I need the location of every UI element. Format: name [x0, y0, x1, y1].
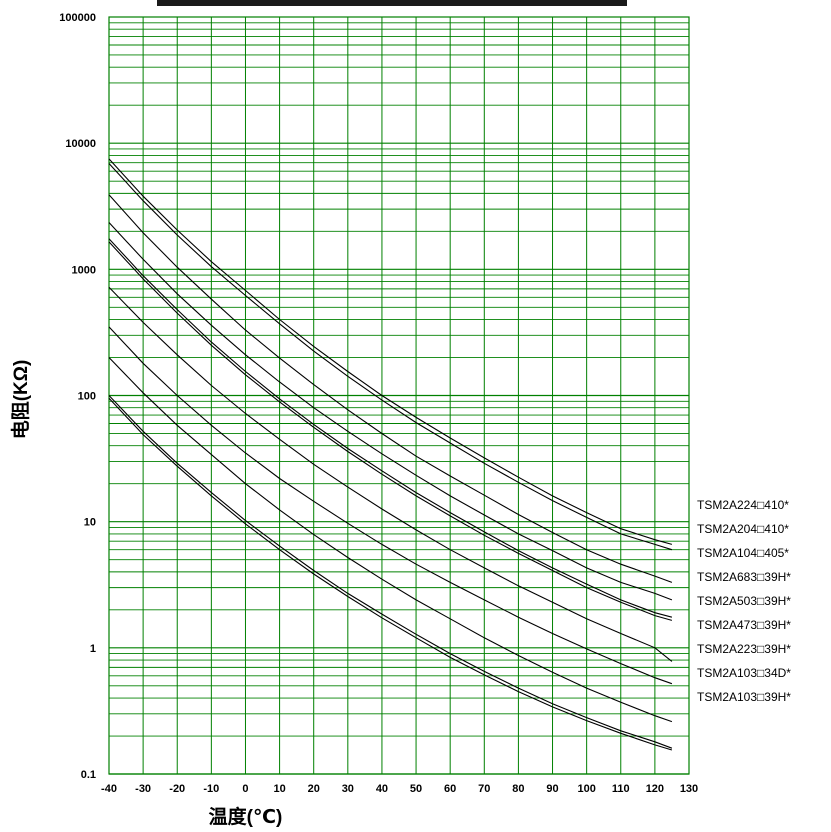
x-tick-label: -30: [135, 783, 151, 795]
series-line-5: [108, 241, 673, 621]
legend-label: TSM2A223□39H*: [697, 642, 791, 656]
series-line-4: [108, 238, 673, 618]
series-lines: [108, 158, 673, 751]
series-line-7: [108, 326, 673, 685]
x-tick-label: 30: [342, 783, 354, 795]
x-tick-label: 10: [273, 783, 285, 795]
x-tick-label: -40: [101, 783, 117, 795]
grid: [108, 17, 690, 775]
legend-label: TSM2A683□39H*: [697, 570, 791, 584]
legend-label: TSM2A473□39H*: [697, 618, 791, 632]
legend-label: TSM2A103□39H*: [697, 690, 791, 704]
x-tick-label: -10: [203, 783, 219, 795]
y-tick-label: 0.1: [81, 769, 96, 781]
x-tick-label: -20: [169, 783, 185, 795]
chart-header-bar: [157, 0, 627, 6]
x-tick-label: 100: [577, 783, 595, 795]
x-tick-label: 20: [308, 783, 320, 795]
y-tick-label: 1: [90, 643, 96, 655]
x-tick-label: 40: [376, 783, 388, 795]
series-line-9: [108, 395, 673, 749]
series-line-1: [108, 163, 673, 551]
series-line-10: [108, 397, 673, 751]
x-tick-label: 110: [612, 783, 630, 795]
x-tick-label: 70: [478, 783, 490, 795]
x-tick-label: 130: [680, 783, 698, 795]
y-axis-title: 电阻(KΩ): [9, 360, 32, 440]
x-tick-label: 50: [410, 783, 422, 795]
x-tick-label: 80: [512, 783, 524, 795]
y-tick-labels: 0.1 1 10 100 1000 10000 100000: [59, 12, 96, 781]
y-tick-label: 100: [78, 391, 96, 403]
legend-label: TSM2A104□405*: [697, 546, 789, 560]
y-tick-label: 100000: [59, 12, 96, 24]
legend-label: TSM2A224□410*: [697, 498, 789, 512]
legend: TSM2A224□410* TSM2A204□410* TSM2A104□405* T…: [697, 498, 791, 704]
legend-label: TSM2A503□39H*: [697, 594, 791, 608]
y-tick-label: 10: [84, 517, 96, 529]
x-tick-label: 60: [444, 783, 456, 795]
series-line-3: [108, 222, 673, 601]
series-line-6: [108, 286, 673, 662]
x-tick-labels: -40 -30 -20 -10 0 10 20 30 40 50 60 70 80 90 100 110 120…: [101, 783, 698, 795]
x-tick-label: 120: [646, 783, 664, 795]
x-tick-label: 90: [546, 783, 558, 795]
y-tick-label: 1000: [72, 264, 96, 276]
x-tick-label: 0: [242, 783, 248, 795]
series-line-8: [108, 357, 673, 723]
series-line-2: [108, 194, 673, 583]
legend-label: TSM2A103□34D*: [697, 666, 791, 680]
legend-label: TSM2A204□410*: [697, 522, 789, 536]
series-line-0: [108, 158, 673, 545]
x-axis-title: 温度(℃): [209, 805, 283, 828]
y-tick-label: 10000: [65, 138, 96, 150]
